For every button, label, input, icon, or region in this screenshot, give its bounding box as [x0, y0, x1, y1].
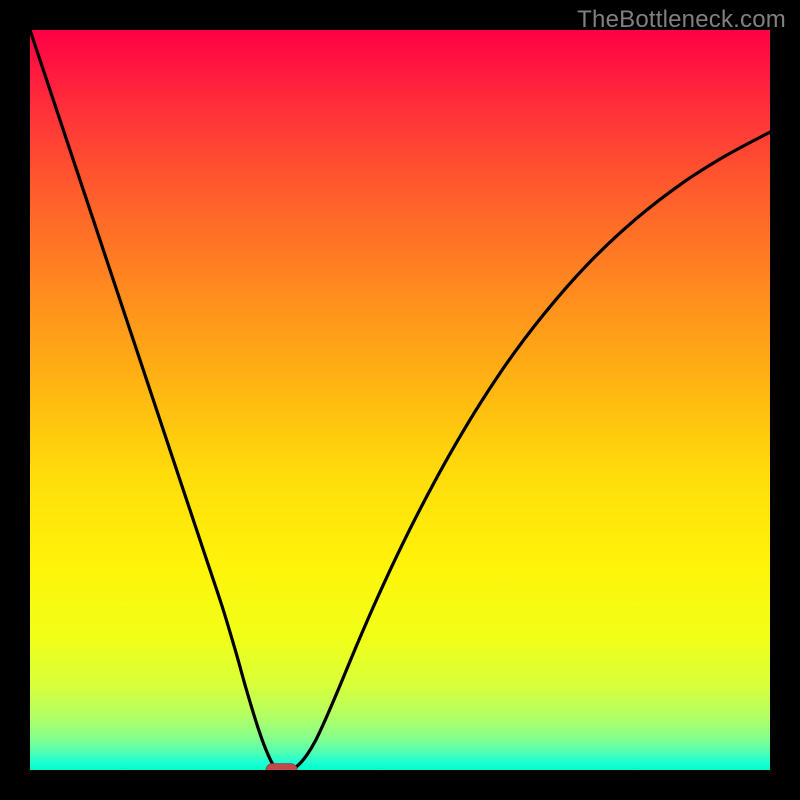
- trough-marker: [266, 764, 297, 770]
- markers-group: [266, 764, 297, 770]
- plot-area: [30, 30, 770, 770]
- gradient-background: [30, 30, 770, 770]
- chart-frame: TheBottleneck.com: [0, 0, 800, 800]
- plot-svg: [30, 30, 770, 770]
